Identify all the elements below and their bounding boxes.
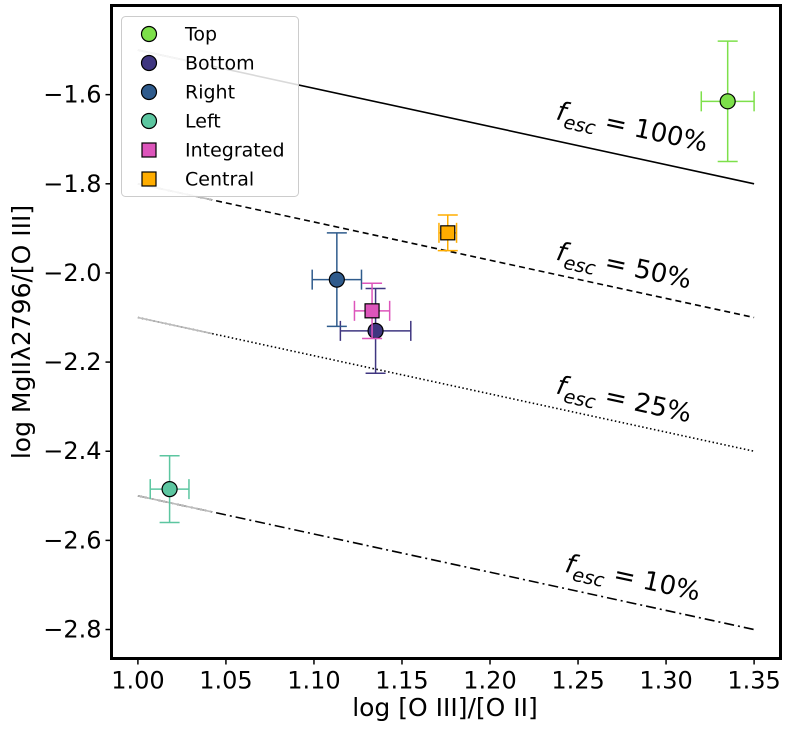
legend-label: Top bbox=[184, 24, 217, 46]
fesc-line-fade-3 bbox=[137, 495, 213, 513]
legend-marker bbox=[140, 83, 158, 101]
fesc-label-1: fesc = 50% bbox=[553, 237, 695, 300]
marker-square bbox=[364, 303, 380, 319]
legend-marker bbox=[140, 54, 158, 72]
point-bottom bbox=[339, 287, 412, 374]
legend-label: Left bbox=[185, 111, 221, 133]
legend-entry-central: Central bbox=[141, 169, 254, 191]
marker-square bbox=[440, 225, 456, 241]
x-axis-label: log [O III]/[O II] bbox=[352, 693, 538, 722]
legend-label: Right bbox=[185, 82, 235, 104]
y-tick-label: −2.6 bbox=[43, 526, 101, 554]
fesc-label-2: fesc = 25% bbox=[553, 371, 695, 434]
legend-entry-left: Left bbox=[140, 111, 221, 133]
fesc-labels: fesc = 100%fesc = 50%fesc = 25%fesc = 10… bbox=[553, 97, 711, 608]
y-axis-label: log MgIIλ2796/[O III] bbox=[7, 205, 36, 459]
x-tick-label: 1.10 bbox=[287, 667, 340, 695]
y-tick-label: −2.4 bbox=[43, 437, 101, 465]
marker-circle bbox=[719, 93, 736, 110]
marker-circle bbox=[328, 271, 345, 288]
x-tick-label: 1.15 bbox=[375, 667, 428, 695]
y-tick-label: −1.8 bbox=[43, 170, 101, 198]
point-integrated bbox=[353, 282, 391, 340]
fesc-line-3 bbox=[137, 495, 755, 631]
legend-marker bbox=[140, 112, 158, 130]
point-left bbox=[149, 454, 190, 524]
legend-marker bbox=[141, 142, 157, 158]
x-tick-label: 1.00 bbox=[111, 667, 164, 695]
marker-circle bbox=[161, 481, 178, 498]
x-tick-label: 1.25 bbox=[551, 667, 604, 695]
fesc-line-2 bbox=[137, 316, 755, 453]
x-tick-label: 1.35 bbox=[727, 667, 780, 695]
legend-label: Central bbox=[185, 169, 254, 191]
legend-box bbox=[121, 16, 299, 197]
legend: Top Bottom Right Left Integrated Central bbox=[121, 16, 299, 197]
y-tick-label: −2.0 bbox=[43, 259, 101, 287]
legend-marker bbox=[140, 25, 158, 43]
fesc-label-0: fesc = 100% bbox=[553, 97, 711, 164]
y-tick-label: −2.8 bbox=[43, 616, 101, 644]
legend-label: Bottom bbox=[185, 53, 255, 75]
y-tick-label: −1.6 bbox=[43, 81, 101, 109]
x-tick-label: 1.30 bbox=[639, 667, 692, 695]
legend-marker bbox=[141, 171, 157, 187]
axis-ticks: 1.00 1.05 1.10 1.15 1.20 1.25 1.30 1.35 −2.8 −2.6… bbox=[43, 81, 781, 695]
plot-frame bbox=[110, 4, 782, 660]
x-tick-label: 1.05 bbox=[199, 667, 252, 695]
legend-entry-top: Top bbox=[140, 24, 217, 46]
legend-entry-integrated: Integrated bbox=[141, 140, 285, 162]
point-top bbox=[700, 40, 755, 163]
x-tick-label: 1.20 bbox=[463, 667, 516, 695]
marker-circle bbox=[367, 322, 384, 339]
fesc-line-fade-2 bbox=[137, 316, 213, 335]
legend-label: Integrated bbox=[185, 140, 285, 162]
legend-entry-right: Right bbox=[140, 82, 235, 104]
point-right bbox=[311, 232, 363, 328]
data-points bbox=[149, 40, 755, 524]
y-tick-label: −2.2 bbox=[43, 348, 101, 376]
point-central bbox=[437, 214, 458, 252]
legend-entry-bottom: Bottom bbox=[140, 53, 255, 75]
